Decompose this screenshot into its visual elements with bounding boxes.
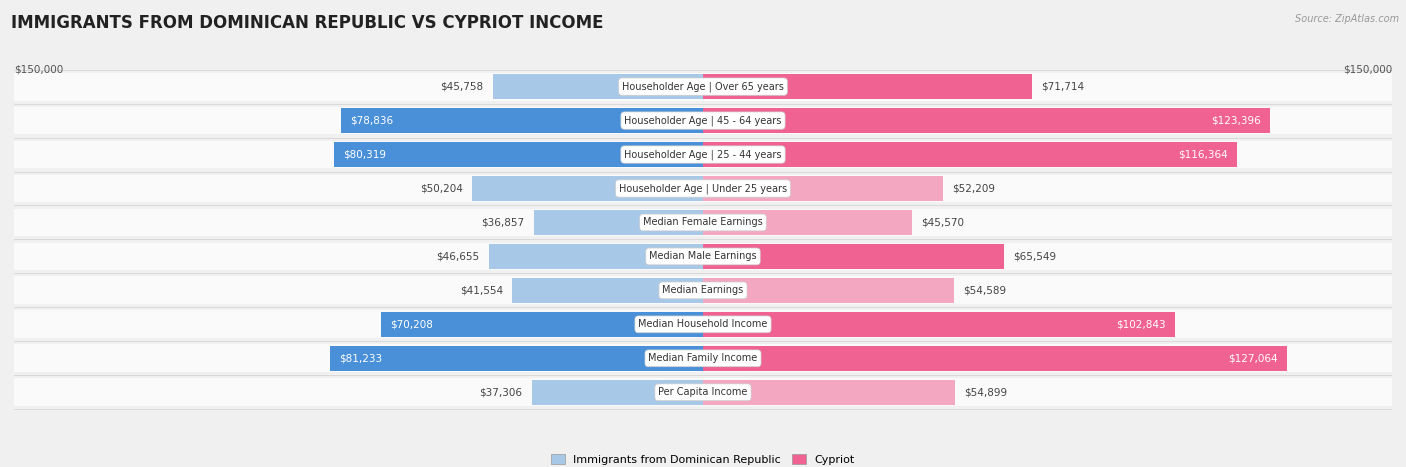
Text: $116,364: $116,364 xyxy=(1178,149,1229,160)
Text: $50,204: $50,204 xyxy=(420,184,463,193)
Text: Median Female Earnings: Median Female Earnings xyxy=(643,218,763,227)
Bar xyxy=(14,175,1392,202)
Bar xyxy=(489,244,703,269)
Bar xyxy=(14,344,1392,372)
Text: $46,655: $46,655 xyxy=(436,251,479,262)
Text: Median Household Income: Median Household Income xyxy=(638,319,768,329)
Text: $54,899: $54,899 xyxy=(965,387,1008,397)
Text: Householder Age | Under 25 years: Householder Age | Under 25 years xyxy=(619,183,787,194)
Bar xyxy=(335,142,703,167)
Bar xyxy=(703,278,953,303)
Bar xyxy=(381,312,703,337)
Bar xyxy=(703,142,1237,167)
Text: $41,554: $41,554 xyxy=(460,285,503,296)
Bar xyxy=(703,210,912,235)
Text: $102,843: $102,843 xyxy=(1116,319,1166,329)
Text: $65,549: $65,549 xyxy=(1014,251,1056,262)
Bar xyxy=(14,106,1392,134)
Bar xyxy=(534,210,703,235)
Bar xyxy=(14,378,1392,406)
Bar xyxy=(14,242,1392,270)
Text: $150,000: $150,000 xyxy=(14,64,63,75)
Text: $80,319: $80,319 xyxy=(343,149,387,160)
Bar xyxy=(531,380,703,404)
Bar xyxy=(330,346,703,370)
Text: $78,836: $78,836 xyxy=(350,115,394,126)
Text: Median Earnings: Median Earnings xyxy=(662,285,744,296)
Text: $81,233: $81,233 xyxy=(339,354,382,363)
Text: $71,714: $71,714 xyxy=(1042,82,1084,92)
Text: IMMIGRANTS FROM DOMINICAN REPUBLIC VS CYPRIOT INCOME: IMMIGRANTS FROM DOMINICAN REPUBLIC VS CY… xyxy=(11,14,603,32)
Text: Median Family Income: Median Family Income xyxy=(648,354,758,363)
Bar xyxy=(14,311,1392,338)
Text: Median Male Earnings: Median Male Earnings xyxy=(650,251,756,262)
Bar xyxy=(472,176,703,201)
Bar xyxy=(703,74,1032,99)
Text: $45,758: $45,758 xyxy=(440,82,484,92)
Bar xyxy=(14,209,1392,236)
Text: $36,857: $36,857 xyxy=(481,218,524,227)
Text: Householder Age | 25 - 44 years: Householder Age | 25 - 44 years xyxy=(624,149,782,160)
Bar xyxy=(340,108,703,133)
Bar xyxy=(703,108,1270,133)
Text: $123,396: $123,396 xyxy=(1211,115,1261,126)
Bar xyxy=(703,312,1175,337)
Text: $45,570: $45,570 xyxy=(921,218,965,227)
Text: Source: ZipAtlas.com: Source: ZipAtlas.com xyxy=(1295,14,1399,24)
Text: Per Capita Income: Per Capita Income xyxy=(658,387,748,397)
Bar xyxy=(703,380,955,404)
Text: Householder Age | Over 65 years: Householder Age | Over 65 years xyxy=(621,81,785,92)
Legend: Immigrants from Dominican Republic, Cypriot: Immigrants from Dominican Republic, Cypr… xyxy=(547,450,859,467)
Text: $150,000: $150,000 xyxy=(1343,64,1392,75)
Bar xyxy=(703,176,943,201)
Bar xyxy=(703,346,1286,370)
Bar xyxy=(14,141,1392,169)
Text: $54,589: $54,589 xyxy=(963,285,1007,296)
Text: $127,064: $127,064 xyxy=(1227,354,1278,363)
Text: $52,209: $52,209 xyxy=(952,184,995,193)
Text: $37,306: $37,306 xyxy=(479,387,523,397)
Bar xyxy=(14,276,1392,304)
Bar xyxy=(14,73,1392,100)
Bar xyxy=(512,278,703,303)
Text: $70,208: $70,208 xyxy=(389,319,433,329)
Text: Householder Age | 45 - 64 years: Householder Age | 45 - 64 years xyxy=(624,115,782,126)
Bar xyxy=(703,244,1004,269)
Bar xyxy=(494,74,703,99)
